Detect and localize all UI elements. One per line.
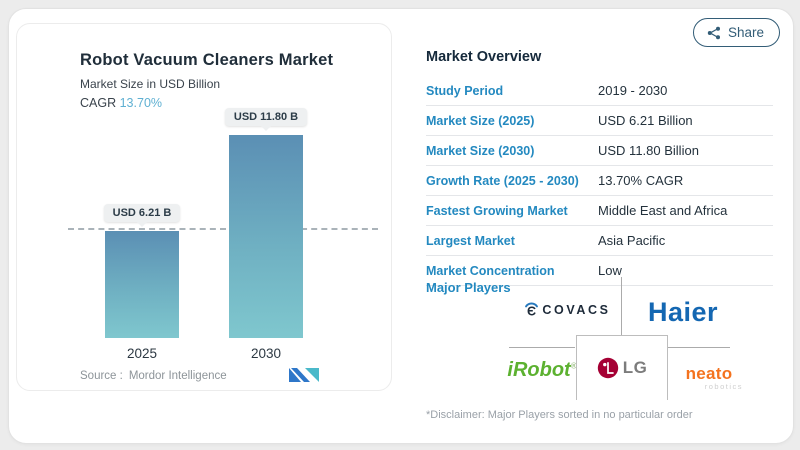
row-label: Study Period bbox=[426, 83, 504, 98]
bar-value-label-2030: USD 11.80 B bbox=[224, 108, 308, 126]
haier-logo: Haier bbox=[647, 297, 719, 327]
row-value: USD 11.80 Billion bbox=[598, 143, 699, 158]
lg-wordmark: LG bbox=[622, 358, 648, 377]
share-button-label: Share bbox=[727, 25, 764, 40]
share-nodes-icon bbox=[707, 26, 720, 39]
bar-value-label-2025: USD 6.21 B bbox=[103, 204, 181, 222]
irobot-wordmark: iRobot bbox=[507, 359, 571, 381]
row-market-size-2030: Market Size (2030) USD 11.80 Billion bbox=[426, 136, 773, 166]
ecovacs-e-icon: Є bbox=[525, 302, 539, 319]
row-label: Fastest Growing Market bbox=[426, 203, 568, 218]
share-button[interactable]: Share bbox=[692, 18, 780, 47]
row-value: 13.70% CAGR bbox=[598, 173, 684, 188]
neato-logo: neato robotics bbox=[675, 365, 743, 391]
overview-table: Study Period 2019 - 2030 Market Size (20… bbox=[426, 76, 773, 286]
row-label: Market Size (2030) bbox=[426, 143, 535, 158]
cagr-value: 13.70% bbox=[119, 96, 163, 110]
bar-chart: USD 6.21 B USD 11.80 B bbox=[68, 108, 378, 338]
row-value: Middle East and Africa bbox=[598, 203, 728, 218]
chart-header: Robot Vacuum Cleaners Market Market Size… bbox=[80, 51, 333, 110]
major-players-label: Major Players bbox=[426, 280, 511, 295]
row-market-size-2025: Market Size (2025) USD 6.21 Billion bbox=[426, 106, 773, 136]
svg-text:Є: Є bbox=[527, 304, 536, 319]
row-fastest-growing-market: Fastest Growing Market Middle East and A… bbox=[426, 196, 773, 226]
neato-robotics-subtext: robotics bbox=[704, 382, 743, 391]
overview-title: Market Overview bbox=[426, 49, 542, 65]
row-largest-market: Largest Market Asia Pacific bbox=[426, 226, 773, 256]
row-label: Growth Rate (2025 - 2030) bbox=[426, 173, 579, 188]
cagr-label: CAGR bbox=[80, 96, 117, 110]
reference-dashed-line bbox=[68, 228, 378, 230]
irobot-registered-mark: ® bbox=[570, 361, 577, 371]
lg-face-icon bbox=[597, 357, 618, 379]
neato-wordmark: neato bbox=[685, 364, 733, 383]
x-axis-label-2025: 2025 bbox=[126, 346, 158, 361]
chart-cagr-line: CAGR 13.70% bbox=[80, 96, 333, 110]
chart-title: Robot Vacuum Cleaners Market bbox=[80, 51, 334, 69]
source-attribution: Source : Mordor Intelligence bbox=[80, 370, 227, 382]
chart-subtitle: Market Size in USD Billion bbox=[80, 77, 221, 91]
ecovacs-logo: Є COVACS bbox=[513, 301, 621, 319]
players-vertical-divider bbox=[621, 277, 622, 335]
mordor-intelligence-logo-icon bbox=[289, 368, 319, 382]
x-axis-label-2030: 2030 bbox=[250, 346, 282, 361]
row-value: USD 6.21 Billion bbox=[598, 113, 693, 128]
ecovacs-wordmark: COVACS bbox=[542, 303, 611, 317]
lg-logo-box: LG bbox=[576, 335, 668, 400]
report-card: Robot Vacuum Cleaners Market Market Size… bbox=[8, 8, 794, 444]
bar-group-2030: USD 11.80 B bbox=[224, 108, 308, 338]
row-value: Asia Pacific bbox=[598, 233, 666, 248]
row-label: Market Size (2025) bbox=[426, 113, 535, 128]
bar-group-2025: USD 6.21 B bbox=[103, 204, 181, 338]
row-growth-rate: Growth Rate (2025 - 2030) 13.70% CAGR bbox=[426, 166, 773, 196]
irobot-logo: iRobot® bbox=[503, 359, 581, 382]
players-horizontal-divider-left bbox=[509, 347, 575, 348]
row-label: Market Concentration bbox=[426, 263, 555, 278]
players-horizontal-divider-right bbox=[666, 347, 730, 348]
row-value: 2019 - 2030 bbox=[598, 83, 668, 98]
bar-2025 bbox=[105, 231, 179, 338]
row-label: Largest Market bbox=[426, 233, 515, 248]
source-value: Mordor Intelligence bbox=[128, 370, 227, 382]
row-value: Low bbox=[598, 263, 622, 278]
disclaimer-text: *Disclaimer: Major Players sorted in no … bbox=[426, 409, 693, 421]
chart-panel: Robot Vacuum Cleaners Market Market Size… bbox=[16, 23, 392, 391]
row-market-concentration: Market Concentration Low bbox=[426, 256, 773, 286]
bar-2030 bbox=[229, 135, 303, 338]
row-study-period: Study Period 2019 - 2030 bbox=[426, 76, 773, 106]
source-label: Source : bbox=[80, 370, 123, 382]
